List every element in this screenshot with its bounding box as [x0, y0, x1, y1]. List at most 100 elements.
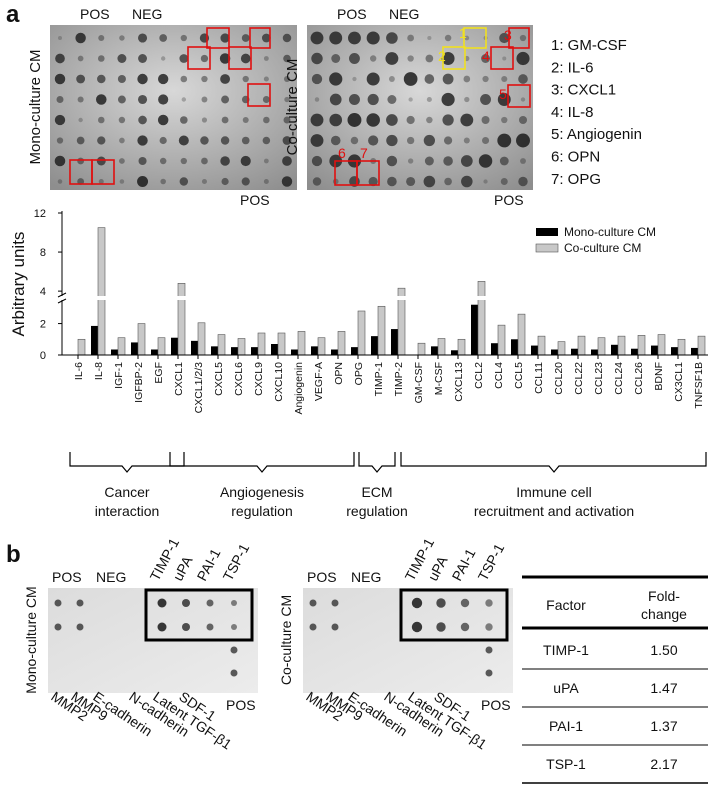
blot-spot — [179, 177, 189, 186]
blot-spot — [138, 115, 147, 125]
blot-spot — [406, 176, 416, 187]
group-labels: Cancer interaction Angiogenesis regulati… — [95, 484, 634, 519]
bar — [637, 335, 646, 356]
key-item: 3: CXCL1 — [551, 82, 616, 99]
blot-spot — [178, 135, 189, 146]
box — [206, 27, 230, 49]
bar — [437, 338, 446, 356]
key-list: 1: GM-CSF 2: IL-6 3: CXCL1 4: IL-8 5: Angiog… — [551, 37, 642, 188]
blot-bottom-label: POS — [240, 192, 270, 208]
blot-spot — [219, 53, 231, 64]
blot-spot — [478, 154, 493, 168]
bar — [611, 344, 618, 355]
blot-spot — [241, 177, 250, 186]
bar — [477, 281, 486, 356]
bracket — [358, 452, 396, 473]
blot-spot — [407, 34, 415, 42]
x-tick-label: CCL5 — [513, 362, 525, 389]
blot-spot — [442, 73, 454, 85]
blot-spot — [97, 136, 106, 145]
x-tick-label: BDNF — [653, 362, 665, 391]
blot-spot — [160, 56, 166, 61]
bar — [571, 348, 578, 355]
blot-spot — [137, 33, 148, 43]
blot-top-label: POS — [52, 569, 82, 585]
x-tick-label: IGF-1 — [113, 362, 125, 389]
blot-spot — [201, 117, 208, 123]
bar — [657, 334, 666, 356]
bar — [91, 325, 98, 355]
box-number: 6 — [338, 145, 346, 161]
blot-spot — [311, 155, 323, 167]
bar — [357, 310, 366, 356]
blot-spot — [284, 96, 290, 103]
blot-spot — [309, 599, 317, 607]
blot-spot — [501, 75, 508, 83]
blot-spot — [424, 74, 435, 84]
blot-spot — [348, 31, 361, 45]
blot-top-label: POS — [80, 6, 110, 22]
blot-spot — [98, 34, 105, 42]
blot-spot — [54, 114, 66, 126]
y-tick-label: 2 — [40, 319, 46, 331]
bar — [117, 337, 126, 356]
blot-spot — [76, 74, 86, 84]
blot-spot — [367, 93, 379, 106]
blot-spot — [54, 599, 62, 607]
blot-spot — [137, 94, 148, 105]
blot-spot — [331, 54, 341, 63]
x-tick-label: CCL11 — [533, 362, 545, 394]
bar — [197, 322, 206, 356]
fold-change-table: Factor Fold- change TIMP-1 1.50 uPA 1.47… — [522, 575, 708, 784]
blot-spot — [441, 92, 455, 107]
blot-spot — [206, 599, 214, 607]
bar-chart: 0 2 4 8 12 Arbitrary units IL-6 IL-8 IGF-1 IGFBP-… — [9, 208, 708, 415]
bar — [557, 341, 566, 356]
x-tick-label: CXCL9 — [253, 362, 265, 396]
blot-spot — [97, 116, 105, 124]
blot-spot — [283, 116, 291, 124]
blot-bottom-label: POS — [494, 192, 524, 208]
blot-spot — [201, 157, 208, 165]
blot-spot — [411, 597, 423, 609]
blot-spot — [347, 113, 362, 127]
blot-spot — [368, 176, 378, 187]
blot-spot — [240, 155, 251, 167]
x-tick-label: CXCL6 — [233, 362, 245, 396]
blot-spot — [283, 75, 291, 83]
blot-spot — [463, 75, 471, 83]
blot-spot — [386, 114, 398, 126]
blot-top-label: TSP-1 — [220, 541, 253, 584]
blot-spot — [329, 31, 343, 45]
blot-spot — [463, 137, 470, 144]
group-label: regulation — [346, 503, 408, 519]
blot-spot — [386, 155, 398, 167]
blot-spot — [230, 669, 238, 677]
blot-top-label: NEG — [132, 6, 162, 22]
bar — [677, 338, 686, 356]
key-item: 1: GM-CSF — [551, 37, 627, 54]
blot-spot — [158, 94, 169, 105]
table-cell: TSP-1 — [546, 756, 586, 772]
group-label: interaction — [95, 503, 160, 519]
blot-spot — [460, 622, 470, 632]
bar — [157, 337, 166, 356]
blot-spot — [200, 54, 209, 63]
blot-spot — [180, 75, 188, 83]
blot-spot — [427, 35, 432, 41]
blot-spot — [56, 96, 64, 103]
blot-spot — [444, 34, 452, 42]
box — [463, 27, 487, 49]
box-number: 2 — [438, 48, 446, 64]
table-cell: 1.47 — [650, 680, 677, 696]
blot-spot — [76, 599, 84, 607]
blot-spot — [480, 94, 491, 105]
blot-spot — [283, 54, 291, 63]
group-label: Immune cell — [516, 484, 591, 500]
key-item: 6: OPN — [551, 149, 600, 166]
blot-top-label: TSP-1 — [475, 541, 508, 584]
bar — [551, 349, 558, 355]
blot-spot — [387, 176, 397, 187]
blot-top-label: PAI-1 — [449, 546, 479, 584]
